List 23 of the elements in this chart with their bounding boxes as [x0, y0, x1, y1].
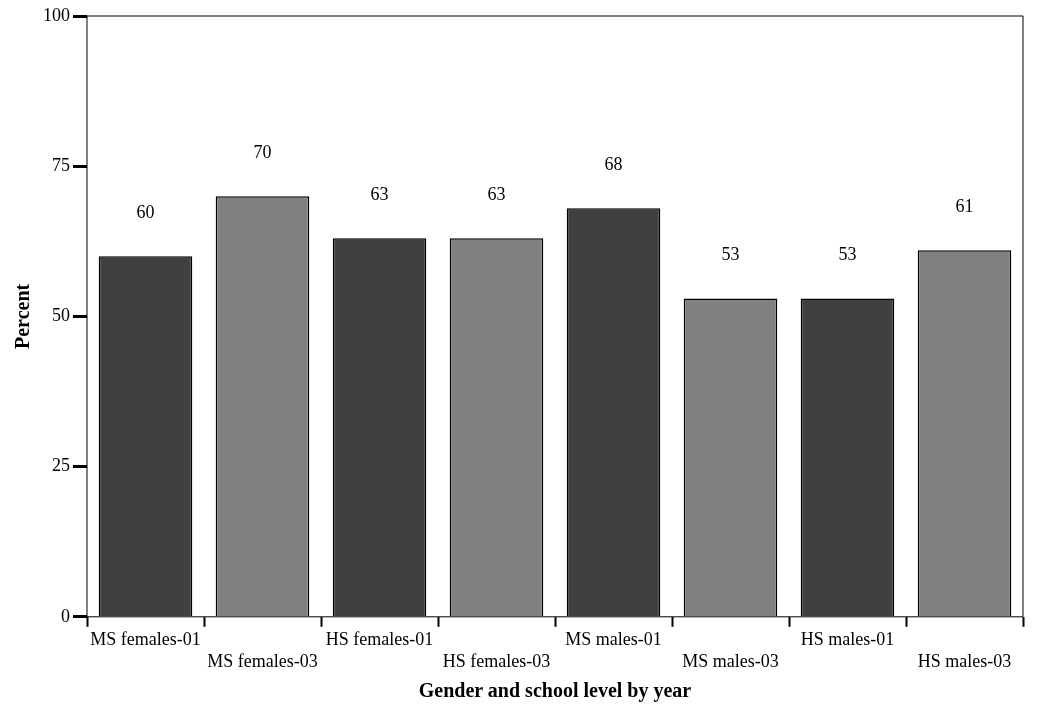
- data-label: 60: [136, 202, 155, 223]
- data-label: 61: [955, 196, 974, 217]
- x-tick-label: HS females-03: [442, 650, 551, 671]
- data-label: 53: [721, 244, 740, 265]
- x-axis-title: Gender and school level by year: [418, 679, 692, 703]
- x-tick-label: HS females-01: [325, 629, 434, 650]
- y-tick-label: 0: [61, 605, 70, 626]
- data-label: 70: [253, 141, 272, 162]
- y-tick-label: 50: [52, 305, 70, 326]
- x-tick-label: HS males-03: [917, 650, 1012, 671]
- x-tick-label: MS females-01: [90, 629, 201, 650]
- y-tick-label: 25: [52, 455, 70, 476]
- x-tick-label: MS males-03: [682, 650, 779, 671]
- x-tick-label: HS males-01: [800, 629, 895, 650]
- x-tick-label: MS females-03: [207, 650, 318, 671]
- data-label: 53: [838, 244, 857, 265]
- y-axis-title: Percent: [11, 283, 34, 349]
- data-label: 68: [604, 153, 623, 174]
- data-label: 63: [487, 184, 506, 205]
- y-tick-label: 100: [43, 4, 70, 25]
- data-label: 63: [370, 184, 389, 205]
- x-tick-label: MS males-01: [565, 629, 662, 650]
- y-tick-label: 75: [52, 154, 70, 175]
